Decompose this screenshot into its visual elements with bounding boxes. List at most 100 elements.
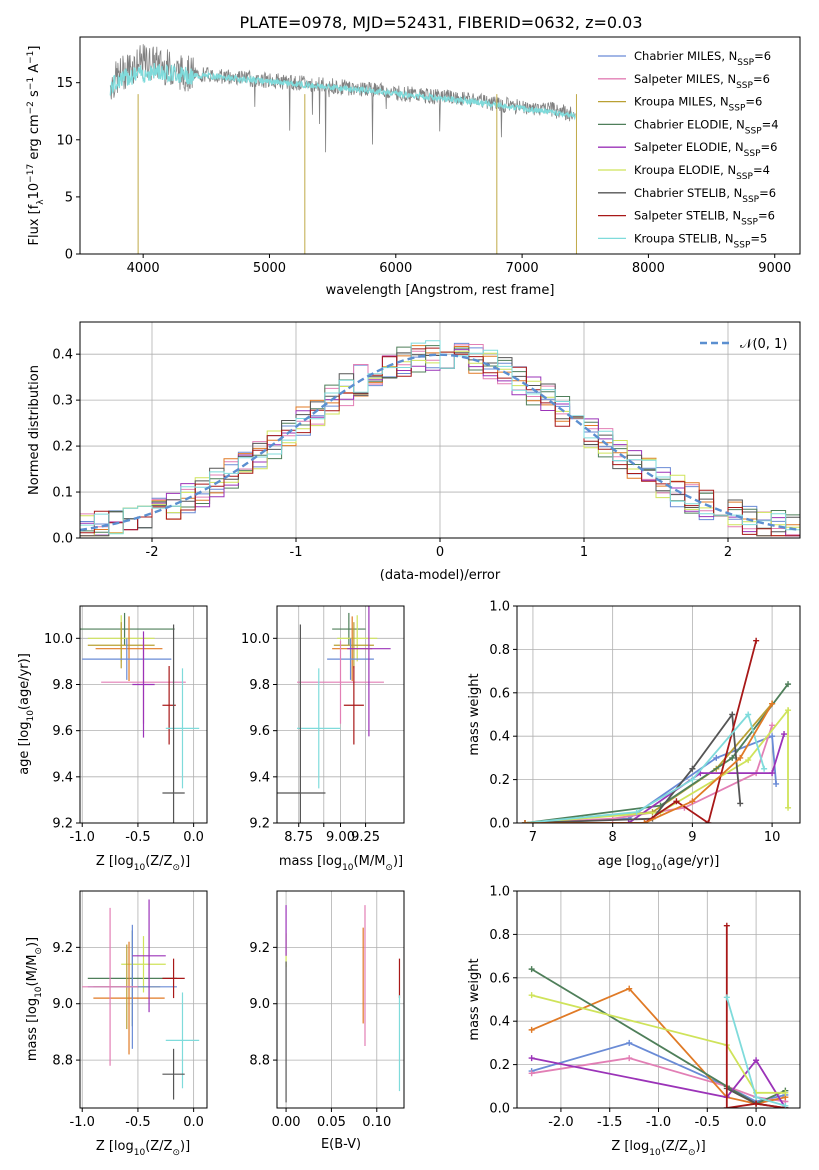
model-spectrum	[109, 62, 576, 121]
x-tick-label: -2	[146, 545, 159, 560]
legend-entry-part: =4	[753, 163, 770, 177]
legend-entry-part: Chabrier STELIB, N	[634, 186, 742, 200]
x-axis-label-part: 10	[651, 863, 663, 873]
y-axis-label-part: mass weight	[467, 958, 482, 1040]
axes-frame	[79, 36, 801, 255]
y-tick-label-part: 10.0	[241, 632, 270, 647]
weight-marker	[785, 804, 792, 811]
weight-series	[521, 711, 768, 823]
x-tick-label: -1.0	[646, 1115, 671, 1130]
y-tick-label: 0.0	[489, 1102, 510, 1117]
y-tick-label: 9.6	[52, 724, 73, 739]
y-axis-label-part: 10	[26, 710, 36, 722]
legend-entry-part: Chabrier ELODIE, N	[634, 117, 745, 131]
y-tick-label: 9.4	[52, 770, 73, 785]
x-tick-label: -2.0	[548, 1115, 573, 1130]
histogram-series	[80, 340, 800, 535]
legend-entry: Kroupa MILES, NSSP=6	[634, 95, 762, 114]
x-tick-label-part: 8	[609, 830, 617, 845]
y-axis-label-part: A	[27, 64, 42, 77]
y-tick-label: 0	[65, 248, 73, 263]
data-point	[95, 616, 163, 682]
weight-marker	[641, 820, 648, 823]
legend-entry-part: SSP	[736, 81, 753, 91]
x-tick-label-part: 0	[436, 545, 444, 560]
error-bars	[285, 905, 401, 1103]
legend-entry: 𝒩(0, 1)	[740, 337, 787, 352]
weight-marker	[528, 992, 535, 999]
data-point	[132, 631, 155, 738]
y-tick-label: 9.0	[249, 997, 270, 1012]
y-axis-label-part: −17	[26, 164, 36, 183]
weight-marker	[729, 754, 736, 761]
x-tick-label-part: 9000	[758, 261, 791, 276]
data-point	[82, 638, 172, 680]
x-axis-label-part: mass [log	[279, 854, 342, 869]
y-tick-label: 10	[56, 133, 73, 148]
weight-marker	[737, 754, 744, 761]
x-axis-label-part: ⊙	[688, 1148, 696, 1158]
x-tick-label: -1.0	[70, 830, 95, 845]
legend-entry-part: SSP	[736, 172, 753, 182]
y-tick-label: 9.6	[249, 724, 270, 739]
weight-marker	[753, 1057, 760, 1064]
legend-entry-part: SSP	[741, 218, 758, 228]
x-axis-label-part: (Z/Z	[145, 854, 172, 869]
age-vs-mass-panel: 8.75 9.009.25 9.2 9.4 9.6 9.8 10.0 mass [log10(…	[241, 605, 405, 873]
y-tick-label-part: 8.8	[52, 1054, 73, 1069]
legend-entry-part: =6	[753, 72, 770, 86]
y-axis-label-part: −2	[26, 101, 36, 114]
y-tick-label-part: 9.2	[52, 941, 73, 956]
x-axis-label: wavelength [Angstrom, rest frame]	[326, 283, 555, 298]
data-point	[162, 958, 185, 999]
x-tick-label: 10	[764, 830, 781, 845]
x-axis-label-part: age [log	[598, 854, 651, 869]
x-tick-label: -0.5	[125, 1115, 150, 1130]
y-axis-label-part: −1	[26, 51, 36, 64]
x-tick-label-part: 4000	[127, 261, 160, 276]
mass-vs-metallicity-panel: -1.0 -0.5 0.08.89.09.2Z [log10(Z/Z⊙)]mass …	[25, 890, 208, 1158]
legend-entry-part: SSP	[745, 126, 762, 136]
x-tick-label: 0.0	[746, 1115, 767, 1130]
weight-marker	[626, 985, 633, 992]
y-axis-label-part: erg cm	[27, 114, 42, 163]
weight-marker	[689, 798, 696, 805]
spectrum-panel: 4000 5000 6000 7000 8000 9000 0 5 10 15 wavelength…	[26, 36, 801, 298]
y-tick-label-part: 0.2	[489, 773, 510, 788]
age-vs-metallicity-panel: -1.0 -0.5 0.09.29.49.69.810.0Z [log10(Z/Z⊙…	[17, 605, 208, 873]
y-axis-label: Flux [fλ10−17 erg cm−2 s−1 A−1]	[26, 46, 46, 246]
data-point	[93, 941, 165, 1055]
x-tick-label: 9.00	[326, 830, 355, 845]
weight-marker	[729, 711, 736, 718]
data-point	[347, 606, 391, 737]
data-point	[162, 1048, 185, 1100]
legend-entry: Salpeter STELIB, NSSP=6	[634, 209, 775, 228]
x-tick-label-part: 8000	[632, 261, 665, 276]
weight-marker	[528, 1070, 535, 1077]
x-axis-label: age [log10(age/yr)]	[598, 854, 720, 873]
legend-entry-part: SSP	[742, 195, 759, 205]
y-axis-label-part: )]	[25, 937, 40, 947]
y-axis-label-part: λ	[36, 199, 46, 205]
x-tick-label-part: 9.25	[351, 830, 380, 845]
x-axis-label-part: (Z/Z	[661, 1139, 688, 1154]
x-tick-label-part: 2	[724, 545, 732, 560]
y-tick-label-part: 10	[56, 133, 73, 148]
y-tick-label-part: 9.8	[249, 678, 270, 693]
x-tick-label: 8.75	[284, 830, 313, 845]
legend-entry: Kroupa ELODIE, NSSP=4	[634, 163, 770, 182]
y-tick-label-part: 0.0	[52, 532, 73, 547]
y-tick-label-part: 9.8	[52, 678, 73, 693]
x-tick-label-part: -1.0	[70, 830, 95, 845]
histogram-steps	[80, 340, 800, 537]
y-tick-label-part: 1.0	[489, 600, 510, 615]
weight-line	[531, 1057, 787, 1108]
y-tick-label: 0.6	[489, 686, 510, 701]
y-tick-label: 10.0	[241, 632, 270, 647]
histogram-series	[80, 349, 800, 537]
y-tick-label: 5	[65, 190, 73, 205]
weight-marker	[769, 733, 776, 740]
data-point	[332, 612, 366, 646]
y-tick-label-part: 1.0	[489, 885, 510, 900]
